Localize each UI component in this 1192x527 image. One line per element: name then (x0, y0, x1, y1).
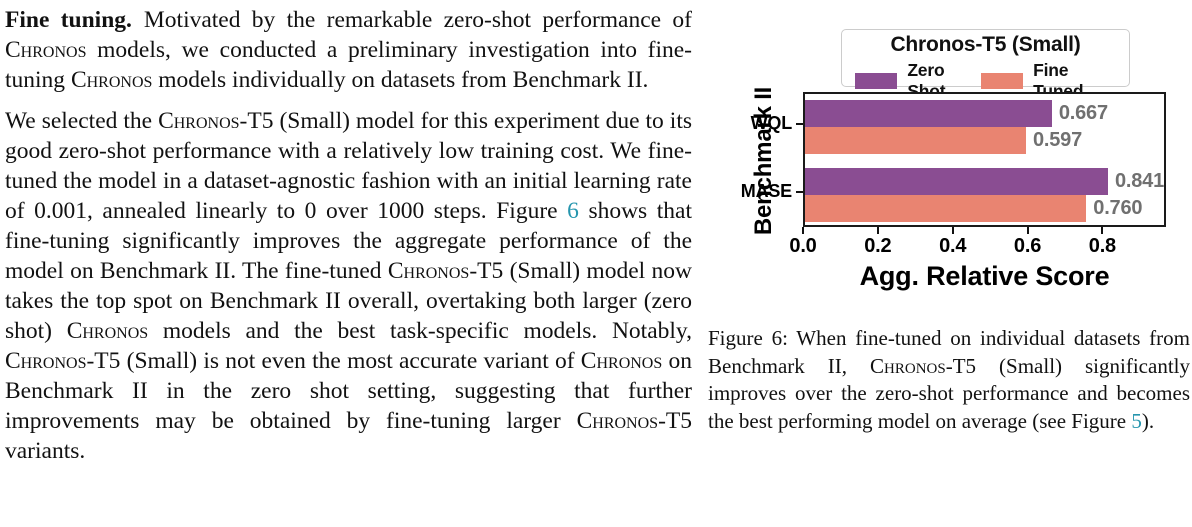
x-axis-label: Agg. Relative Score (859, 261, 1110, 291)
plot-area: 0.667 0.597 0.841 0.760 (803, 92, 1166, 227)
chronos-smallcaps: Chronos (580, 348, 663, 374)
body-text: -T5 (Small) model for this experiment du… (5, 108, 692, 224)
x-tick-label: 0.8 (1088, 235, 1116, 257)
figure-5-ref-link[interactable]: 5 (1131, 408, 1142, 433)
bar-row-wql-zero-shot: 0.667 (805, 100, 1164, 127)
zero-shot-swatch (855, 73, 898, 89)
bar-value-mase-zero-shot: 0.841 (1114, 170, 1164, 192)
caption-text: ). (1141, 408, 1155, 433)
x-tick-label: 0.0 (789, 235, 817, 257)
figure-caption: Figure 6: When fine-tuned on individual … (708, 325, 1190, 435)
bar-wql-fine-tuned (805, 127, 1026, 154)
body-text: -T5 (Small) model now takes the top spot… (5, 258, 692, 344)
body-text: on Benchmark II in the zero shot setting… (5, 348, 692, 434)
chronos-smallcaps: Chronos (5, 37, 87, 63)
y-tick-label-mase: MASE (740, 181, 792, 201)
figure-6: Chronos-T5 (Small) Zero Shot Fine Tuned … (708, 5, 1190, 465)
caption-chronos-smallcaps: Chronos (870, 353, 946, 378)
chronos-smallcaps: Chronos (158, 108, 240, 134)
body-text: shows that fine-tuning significantly imp… (5, 198, 692, 284)
bar-value-wql-zero-shot: 0.667 (1058, 102, 1108, 124)
body-text: -T5 (Small) is not even the most accurat… (86, 348, 581, 374)
caption-text: -T5 (Small) significantly improves over … (708, 353, 1190, 433)
y-tick-mark-wql (796, 123, 803, 125)
x-tick-mark (876, 227, 879, 234)
bar-row-mase-fine-tuned: 0.760 (805, 195, 1164, 222)
x-axis-ticks: 0.0 0.2 0.4 0.6 0.8 (789, 227, 1166, 263)
x-tick-mark (1101, 227, 1104, 234)
body-text: We selected the (5, 108, 159, 134)
bar-value-mase-fine-tuned: 0.760 (1093, 197, 1143, 219)
fine-tuning-heading: Fine tuning. (5, 7, 132, 33)
y-tick-mark-mase (796, 191, 803, 193)
body-text: models individually on datasets from Ben… (152, 67, 649, 93)
bar-row-wql-fine-tuned: 0.597 (805, 127, 1164, 154)
bar-mase-zero-shot (805, 168, 1108, 195)
paragraph-fine-tuning: Fine tuning. Motivated by the remarkable … (5, 5, 1190, 95)
chronos-smallcaps: Chronos (5, 348, 87, 374)
body-text: models and the best task-specific models… (148, 318, 692, 344)
figure-6-ref-link[interactable]: 6 (567, 198, 579, 224)
body-text: models, we conducted a preliminary inves… (5, 37, 692, 93)
caption-text: Figure 6: When fine-tuned on individual … (708, 326, 1190, 378)
x-tick-label: 0.6 (1013, 235, 1042, 257)
chronos-smallcaps: Chronos (70, 67, 153, 93)
paper-page: Chronos-T5 (Small) Zero Shot Fine Tuned … (5, 5, 1190, 466)
bar-chart: Chronos-T5 (Small) Zero Shot Fine Tuned … (708, 5, 1190, 305)
x-tick-label: 0.4 (939, 235, 967, 257)
chronos-smallcaps: Chronos (66, 318, 149, 344)
fine-tuned-swatch (980, 73, 1024, 89)
x-tick-mark (1026, 227, 1029, 234)
bar-value-wql-fine-tuned: 0.597 (1032, 129, 1082, 151)
body-text: -T5 variants. (5, 408, 692, 464)
chronos-smallcaps: Chronos (576, 408, 659, 434)
x-tick-mark (802, 227, 804, 234)
chart-title: Chronos-T5 (Small) (890, 33, 1081, 56)
chart-legend: Chronos-T5 (Small) Zero Shot Fine Tuned (841, 29, 1130, 101)
x-tick-mark (951, 227, 954, 234)
body-text: Motivated by the remarkable zero-shot pe… (143, 7, 692, 33)
paragraph-experiment: We selected the Chronos-T5 (Small) model… (5, 106, 1190, 466)
bar-row-mase-zero-shot: 0.841 (805, 168, 1164, 195)
y-axis-label: Benchmark II (750, 86, 777, 236)
bar-mase-fine-tuned (805, 195, 1087, 222)
x-tick-label: 0.2 (864, 235, 892, 257)
chronos-smallcaps: Chronos (387, 258, 470, 284)
y-tick-label-wql: WQL (750, 113, 793, 133)
bar-wql-zero-shot (805, 100, 1052, 127)
